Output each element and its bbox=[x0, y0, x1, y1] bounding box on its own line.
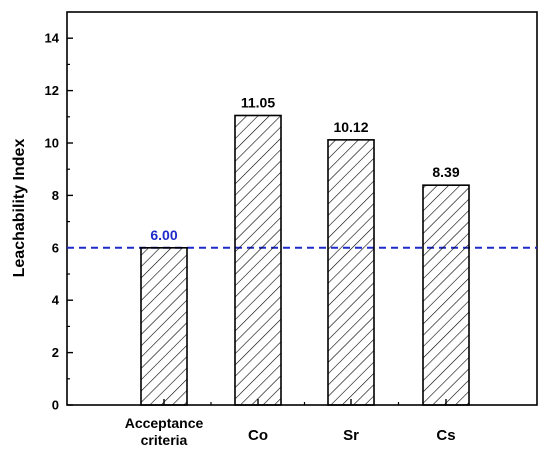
y-tick-label: 6 bbox=[52, 240, 59, 255]
bar bbox=[234, 114, 282, 406]
bar bbox=[327, 139, 375, 406]
bar-value-label: 8.39 bbox=[432, 164, 459, 180]
bar bbox=[140, 247, 188, 406]
x-category-label: Sr bbox=[343, 427, 359, 444]
y-axis-label: Leachability Index bbox=[11, 139, 28, 278]
plot-frame bbox=[66, 11, 538, 406]
bar-value-label: 10.12 bbox=[333, 119, 368, 135]
x-category-label: Acceptance bbox=[125, 415, 204, 431]
bars: 6.00 11.05 10.12 8.39 bbox=[140, 94, 470, 406]
x-category-label: Cs bbox=[436, 427, 455, 444]
x-category-label: Co bbox=[248, 427, 268, 444]
bar-value-label: 11.05 bbox=[241, 94, 275, 110]
bar-value-label: 6.00 bbox=[150, 227, 177, 243]
y-tick-label: 0 bbox=[52, 398, 59, 413]
y-tick-label: 4 bbox=[52, 293, 60, 308]
y-tick-label: 8 bbox=[52, 188, 59, 203]
y-tick-label: 12 bbox=[45, 83, 59, 98]
y-tick-label: 2 bbox=[52, 345, 59, 360]
x-category-label: criteria bbox=[141, 432, 188, 448]
bar bbox=[422, 184, 470, 406]
y-axis: 0 2 4 6 8 10 12 14 bbox=[45, 31, 73, 413]
y-tick-label: 14 bbox=[45, 31, 60, 46]
y-tick-label: 10 bbox=[45, 136, 59, 151]
